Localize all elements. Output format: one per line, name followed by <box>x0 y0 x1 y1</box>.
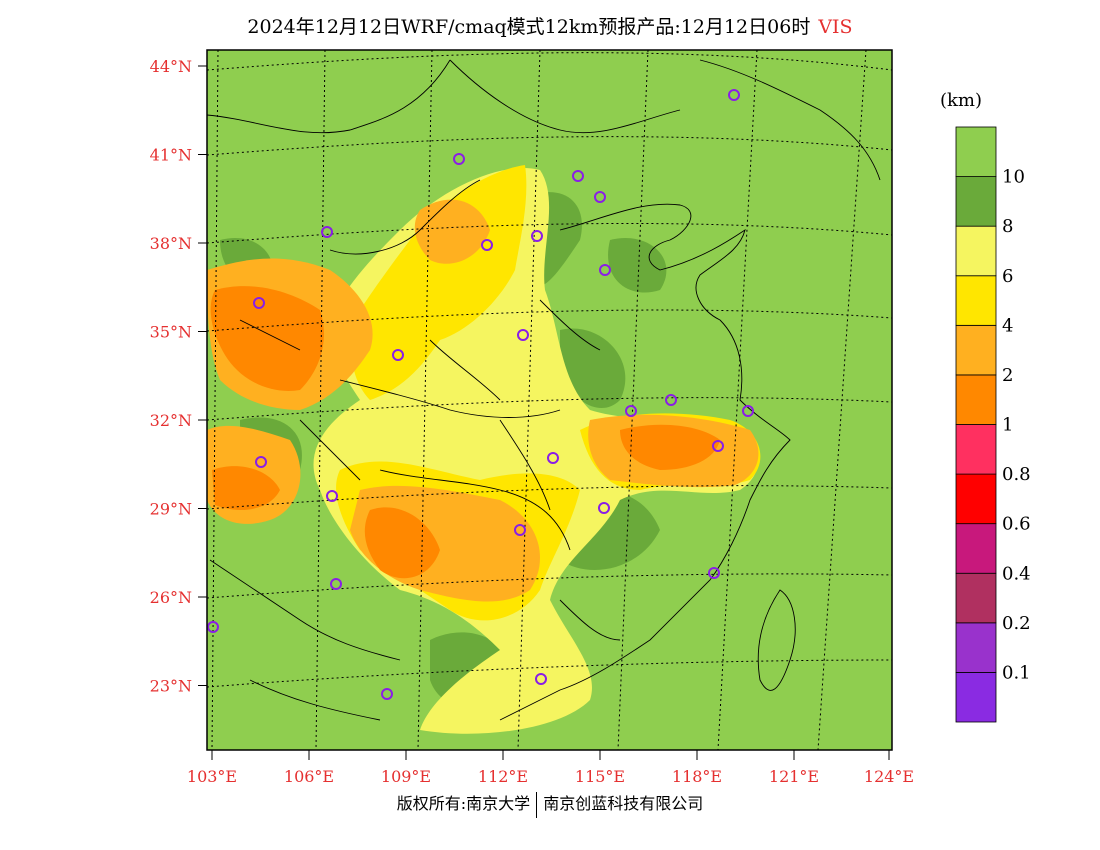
legend-label: 0.1 <box>1002 662 1031 683</box>
station-marker <box>253 297 265 309</box>
station-marker <box>381 688 393 700</box>
station-marker <box>207 621 219 633</box>
station-marker <box>547 452 559 464</box>
legend-swatch <box>955 622 997 673</box>
lon-label: 109°E <box>381 767 431 786</box>
graticule <box>207 50 892 750</box>
station-marker <box>453 153 465 165</box>
title-variable: VIS <box>818 16 853 38</box>
lat-label: 35°N <box>150 323 192 342</box>
station-marker <box>531 230 543 242</box>
station-marker <box>517 329 529 341</box>
legend-swatch <box>955 572 997 624</box>
map-frame <box>206 49 893 751</box>
legend-label: 0.8 <box>1002 464 1031 485</box>
lat-label: 38°N <box>150 234 192 253</box>
legend-label: 0.2 <box>1002 613 1031 634</box>
legend-label: 2 <box>1002 365 1013 386</box>
legend-label: 0.4 <box>1002 563 1031 584</box>
legend-label: 1 <box>1002 415 1013 436</box>
station-marker <box>514 524 526 536</box>
legend-swatch <box>955 176 997 227</box>
vis-1-2-area-west <box>210 286 324 391</box>
station-markers <box>207 89 754 700</box>
station-marker <box>572 170 584 182</box>
copyright-right: 南京创蓝科技有限公司 <box>543 794 704 813</box>
station-marker <box>708 567 720 579</box>
legend-units: (km) <box>940 90 983 111</box>
longitude-axis: 103°E 106°E 109°E 112°E 115°E 118°E 121°E 124°E <box>187 750 914 786</box>
legend-label: 4 <box>1002 315 1013 336</box>
lat-label: 32°N <box>150 411 192 430</box>
copyright-left: 版权所有:南京大学 <box>396 794 531 813</box>
lat-label: 26°N <box>150 588 192 607</box>
legend-swatch <box>955 225 997 277</box>
station-marker <box>392 349 404 361</box>
station-marker <box>599 264 611 276</box>
legend-swatch <box>955 424 997 475</box>
map-panel <box>207 50 892 750</box>
legend-label: 8 <box>1002 216 1013 237</box>
station-marker <box>728 89 740 101</box>
station-marker <box>742 405 754 417</box>
boundary-lines <box>207 59 881 721</box>
station-marker <box>625 405 637 417</box>
station-marker <box>594 191 606 203</box>
lon-label: 112°E <box>478 767 528 786</box>
vis-1-2-area-anhui <box>620 424 720 470</box>
lon-label: 121°E <box>769 767 819 786</box>
legend-swatch <box>955 324 997 376</box>
latitude-axis: 44°N 41°N 38°N 35°N 32°N 29°N 26°N 23°N <box>150 57 207 696</box>
legend-swatch <box>955 374 997 425</box>
title-main: 2024年12月12日WRF/cmaq模式12km预报产品:12月12日06时 <box>247 16 811 38</box>
vis-1-2-area-hunan <box>364 507 440 579</box>
station-marker <box>598 502 610 514</box>
lat-label: 44°N <box>150 57 192 76</box>
legend-swatch <box>955 672 997 723</box>
color-legend: 0.1 0.2 0.4 0.6 0.8 1 2 4 6 8 10 <box>955 126 1031 723</box>
station-marker <box>330 578 342 590</box>
station-marker <box>712 440 724 452</box>
legend-label: 0.6 <box>1002 514 1031 535</box>
legend-swatch <box>955 126 997 177</box>
station-marker <box>326 490 338 502</box>
lat-label: 29°N <box>150 500 192 519</box>
station-marker <box>665 394 677 406</box>
station-marker <box>321 226 333 238</box>
footer-separator <box>536 791 538 818</box>
legend-swatch <box>955 473 997 525</box>
lon-label: 106°E <box>284 767 334 786</box>
map-title: 2024年12月12日WRF/cmaq模式12km预报产品:12月12日06时 V… <box>0 12 1100 39</box>
legend-swatch <box>955 275 997 326</box>
station-marker <box>535 673 547 685</box>
lon-label: 124°E <box>864 767 914 786</box>
station-marker <box>255 456 267 468</box>
lat-label: 23°N <box>150 677 192 696</box>
lon-label: 118°E <box>672 767 722 786</box>
vis-2-4-area-shanxi <box>414 199 490 264</box>
lon-label: 103°E <box>187 767 237 786</box>
lon-label: 115°E <box>575 767 625 786</box>
lat-label: 41°N <box>150 146 192 165</box>
vis-1-2-area-sichuan <box>212 466 280 510</box>
legend-swatch <box>955 523 997 574</box>
legend-label: 10 <box>1002 167 1025 188</box>
legend-label: 6 <box>1002 266 1013 287</box>
copyright-footer: 版权所有:南京大学 南京创蓝科技有限公司 <box>0 790 1100 818</box>
station-marker <box>481 239 493 251</box>
